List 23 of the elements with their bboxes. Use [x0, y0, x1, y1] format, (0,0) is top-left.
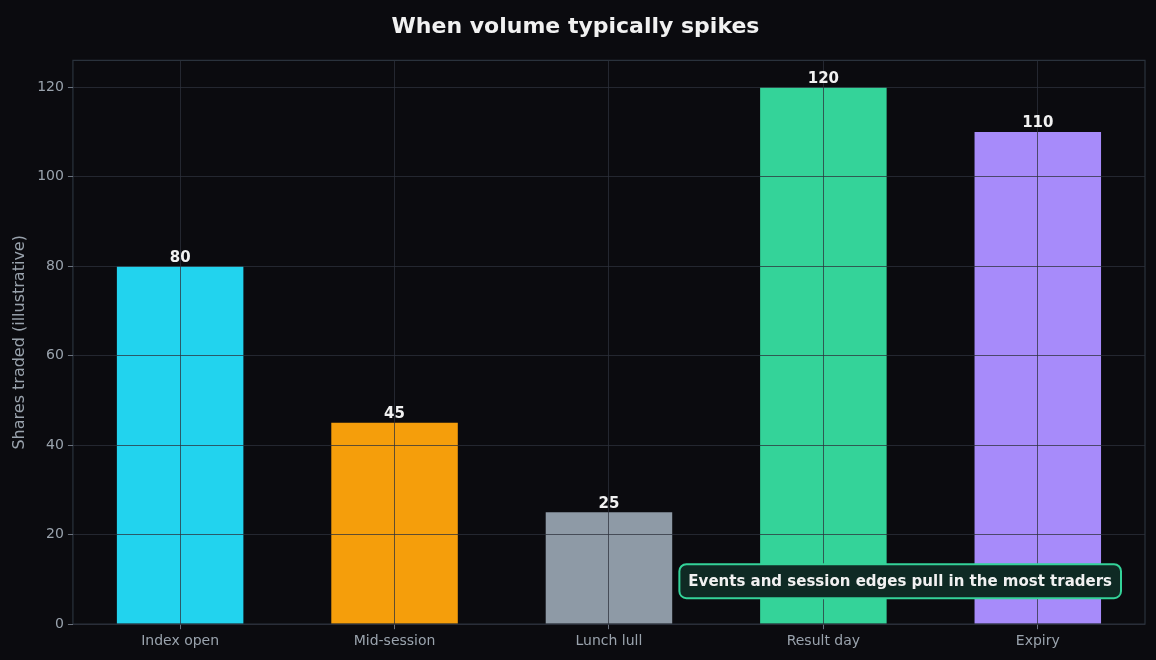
data-label: 25 [598, 493, 620, 512]
y-tick-label: 20 [46, 525, 64, 542]
y-axis-title: Shares traded (illustrative) [8, 235, 28, 450]
data-label: 45 [384, 404, 405, 423]
y-tick-label: 60 [46, 346, 64, 363]
bar [331, 422, 458, 624]
y-tick-label: 80 [46, 256, 64, 273]
y-tick-label: 100 [37, 167, 64, 184]
data-label: 110 [1022, 113, 1054, 132]
x-tick-label: Mid-session [353, 632, 436, 649]
data-label: 80 [169, 247, 191, 266]
x-tick-label: Lunch lull [575, 632, 643, 649]
bar [545, 512, 673, 624]
y-tick-label: 120 [37, 77, 64, 94]
x-tick-label: Index open [141, 632, 220, 649]
chart-title: When volume typically spikes [391, 12, 760, 38]
x-tick-label: Expiry [1015, 632, 1060, 649]
data-label: 120 [807, 68, 840, 87]
y-tick-label: 40 [46, 435, 64, 452]
y-tick-label: 0 [55, 614, 64, 631]
bar [116, 266, 244, 624]
annotation: Events and session edges pull in the most traders [688, 572, 1113, 591]
x-tick-label: Result day [786, 632, 861, 649]
